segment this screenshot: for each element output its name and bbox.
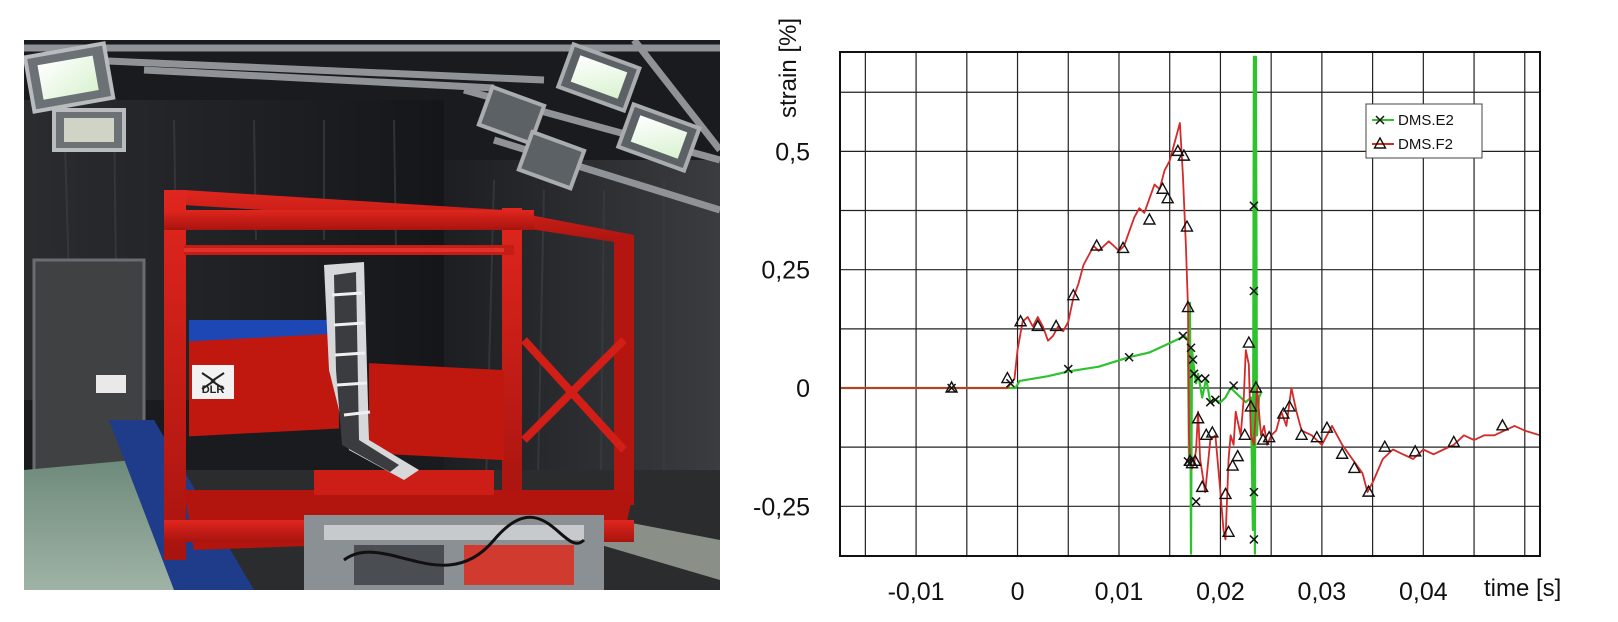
marker-x — [1063, 364, 1073, 374]
marker-triangle — [1142, 212, 1157, 225]
marker-triangle — [1320, 420, 1334, 433]
drop-tower-base — [304, 515, 604, 590]
red-test-frame: DLR — [164, 190, 634, 560]
dlr-logo: DLR — [202, 384, 225, 396]
marker-x — [1249, 487, 1259, 497]
marker-triangle — [1155, 181, 1170, 194]
specimen-strip — [324, 262, 419, 480]
legend-label: DMS.E2 — [1398, 112, 1454, 129]
floor-light — [24, 460, 174, 590]
legend-item: DMS.E2 — [1372, 112, 1454, 129]
chart-canvas: -0,01 0 0,01 0,02 0,03 0,04 0,5 0,25 0 -0,25 tim… — [753, 18, 1561, 606]
marker-triangle — [944, 380, 959, 393]
marker-triangle — [1335, 446, 1349, 459]
marker-triangle — [1177, 148, 1191, 161]
studio-lamps — [24, 41, 702, 191]
marker-triangle — [1495, 418, 1510, 431]
marker-triangle — [1408, 444, 1422, 457]
x-axis-tick-labels: -0,01 0 0,01 0,02 0,03 0,04 — [888, 578, 1448, 606]
y-axis-tick-labels: 0,5 0,25 0 -0,25 — [753, 138, 810, 521]
marker-triangle — [1276, 406, 1291, 419]
marker-triangle — [1447, 434, 1461, 448]
marker-x — [1205, 397, 1215, 407]
chart-series — [840, 55, 1540, 555]
marker-triangle — [1188, 453, 1202, 467]
x-tick-label: 0 — [1011, 578, 1025, 606]
marker-triangle — [1089, 238, 1104, 251]
marker-x — [1005, 378, 1015, 388]
marker-triangle — [1262, 430, 1276, 443]
marker-x — [1124, 352, 1134, 362]
marker-x — [1186, 343, 1196, 353]
marker-triangle — [1195, 479, 1209, 493]
marker-x — [1249, 201, 1259, 211]
marker-x — [1210, 395, 1220, 405]
marker-triangle — [1205, 425, 1220, 438]
marker-triangle — [1049, 319, 1063, 332]
x-tick-label: 0,02 — [1196, 578, 1245, 606]
legend-label: DMS.F2 — [1398, 136, 1453, 153]
marker-triangle — [1282, 399, 1297, 412]
marker-triangle — [1294, 427, 1309, 441]
x-tick-label: 0,01 — [1095, 578, 1144, 606]
series-line-dms-f2 — [840, 122, 1540, 541]
marker-triangle — [1116, 240, 1130, 254]
marker-triangle — [1238, 427, 1252, 441]
marker-x — [1178, 331, 1188, 341]
marker-x — [1188, 355, 1198, 365]
marker-triangle — [1242, 335, 1256, 348]
legend-item: DMS.F2 — [1372, 136, 1453, 153]
legend-box — [1365, 103, 1483, 159]
y-axis-title: strain [%] — [775, 18, 802, 118]
strain-time-chart: -0,01 0 0,01 0,02 0,03 0,04 0,5 0,25 0 -0,25 tim… — [728, 0, 1618, 622]
marker-x — [1200, 374, 1210, 384]
marker-triangle — [1244, 399, 1258, 412]
x-tick-label: 0,04 — [1399, 578, 1448, 606]
y-tick-label: 0,25 — [761, 257, 810, 285]
marker-triangle — [1185, 456, 1199, 469]
y-tick-label: -0,25 — [753, 493, 810, 521]
marker-x — [1249, 534, 1259, 544]
y-tick-label: 0,5 — [775, 138, 810, 166]
marker-triangle — [1181, 300, 1195, 313]
marker-triangle — [1347, 460, 1362, 474]
marker-triangle — [1066, 288, 1081, 301]
y-tick-label: 0 — [796, 375, 810, 403]
marker-triangle — [1378, 439, 1392, 452]
marker-triangle — [1225, 458, 1240, 471]
marker-x — [1193, 374, 1203, 384]
marker-triangle — [1191, 411, 1205, 424]
x-axis-title: time [s] — [1484, 575, 1561, 602]
series-line-dms-e2 — [840, 55, 1263, 555]
marker-triangle — [1361, 484, 1376, 497]
marker-x — [947, 383, 957, 393]
x-tick-label: 0,03 — [1298, 578, 1347, 606]
plot-frame — [839, 51, 1541, 557]
marker-triangle — [1218, 487, 1233, 500]
marker-x — [1249, 286, 1259, 296]
marker-triangle — [1221, 524, 1236, 538]
marker-x — [1191, 497, 1201, 507]
marker-triangle — [1000, 371, 1015, 384]
test-rig-photo: DLR — [24, 40, 720, 590]
marker-x — [1229, 381, 1239, 391]
wall-sign — [96, 375, 126, 393]
marker-triangle — [1310, 430, 1324, 443]
marker-triangle — [1160, 191, 1175, 204]
x-tick-label: -0,01 — [888, 578, 945, 606]
test-rig-photo-illustration: DLR — [24, 40, 720, 590]
marker-triangle — [1013, 314, 1028, 327]
marker-triangle — [1031, 319, 1045, 332]
marker-triangle — [1249, 380, 1263, 393]
marker-triangle — [1180, 219, 1194, 232]
chart-legend: DMS.E2 DMS.F2 — [1365, 103, 1483, 159]
marker-triangle — [1171, 143, 1185, 157]
marker-triangle — [1230, 449, 1245, 462]
